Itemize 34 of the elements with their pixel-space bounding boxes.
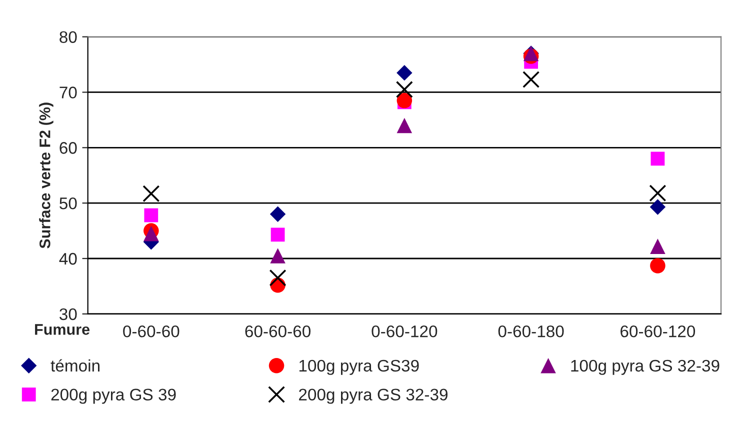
point [650,199,666,215]
point [270,248,286,264]
x-tick-label: 60-60-120 [620,325,696,338]
y-tick-label: 50 [60,197,77,210]
point [650,152,665,166]
x-axis-title: Fumure [35,324,90,335]
point [270,228,285,242]
point [396,64,412,81]
point [650,238,666,254]
legend-label: 200g pyra GS 32-39 [299,388,448,404]
x-tick-label: 60-60-60 [245,325,311,338]
legend-label: 100g pyra GS 32-39 [571,360,720,375]
point [396,118,412,134]
point [522,70,540,88]
legend-label: 100g pyra GS39 [299,360,419,375]
point [270,206,286,222]
point [269,269,286,286]
y-tick-label: 40 [59,252,77,265]
point [144,226,159,242]
y-axis-title: Surface verte F2 (%) [39,102,54,248]
point [144,208,158,222]
legend-label: témoin [50,359,100,372]
y-tick-label: 60 [60,142,77,154]
point [650,258,666,274]
y-tick-label: 80 [60,31,77,44]
point [142,185,160,202]
point [396,80,413,98]
legend-label: 200g pyra GS 39 [51,388,176,404]
x-tick-label: 0-60-120 [372,325,438,338]
y-tick-label: 30 [60,308,77,320]
y-tick-label: 70 [60,86,77,98]
point [649,184,666,202]
x-tick-label: 0-60-60 [123,325,180,338]
x-tick-label: 0-60-180 [498,325,564,338]
